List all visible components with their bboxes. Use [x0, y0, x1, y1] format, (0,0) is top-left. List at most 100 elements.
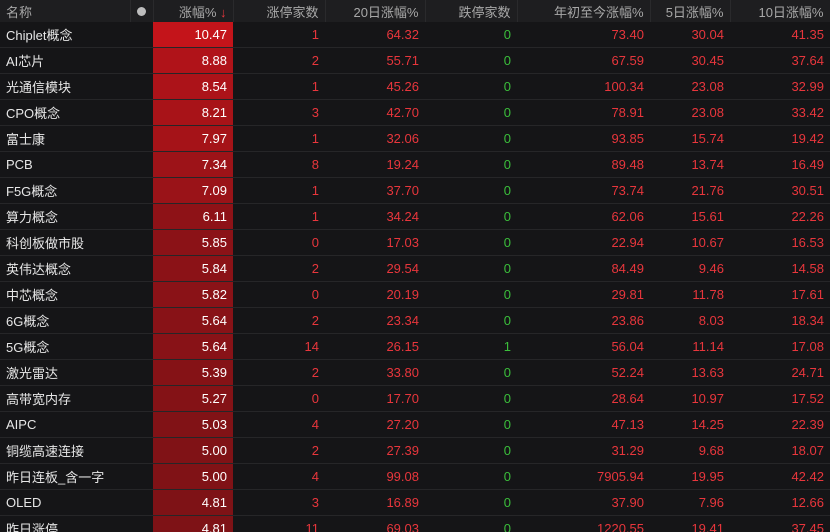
cell-ytd-change: 100.34	[517, 73, 650, 100]
cell-5d-change: 30.45	[650, 47, 730, 74]
cell-limit-up: 4	[233, 463, 325, 490]
table-row[interactable]: 铜缆高速连接 5.00 2 27.39 0 31.29 9.68 18.07	[0, 437, 830, 464]
cell-name: AI芯片	[0, 47, 130, 74]
header-limit-down[interactable]: 跌停家数	[425, 0, 518, 22]
table-row[interactable]: 昨日连板_含一字 5.00 4 99.08 0 7905.94 19.95 42.42	[0, 463, 830, 490]
cell-limit-up: 2	[233, 255, 325, 282]
cell-20d-change: 37.70	[325, 177, 425, 204]
cell-name: OLED	[0, 489, 130, 516]
cell-limit-up: 2	[233, 47, 325, 74]
cell-limit-down: 0	[425, 229, 517, 256]
cell-change: 5.64	[153, 307, 233, 334]
cell-limit-down: 0	[425, 22, 517, 48]
cell-limit-up: 3	[233, 489, 325, 516]
cell-ytd-change: 93.85	[517, 125, 650, 152]
table-row[interactable]: 算力概念 6.11 1 34.24 0 62.06 15.61 22.26	[0, 203, 830, 230]
cell-change: 6.11	[153, 203, 233, 230]
cell-5d-change: 13.63	[650, 359, 730, 386]
cell-change: 4.81	[153, 489, 233, 516]
table-row[interactable]: 科创板做市股 5.85 0 17.03 0 22.94 10.67 16.53	[0, 229, 830, 256]
table-row[interactable]: Chiplet概念 10.47 1 64.32 0 73.40 30.04 41.35	[0, 22, 830, 48]
table-row[interactable]: AIPC 5.03 4 27.20 0 47.13 14.25 22.39	[0, 411, 830, 438]
cell-change: 5.27	[153, 385, 233, 412]
header-change-label: 涨幅%	[178, 4, 217, 20]
cell-empty	[130, 385, 153, 412]
cell-name: 铜缆高速连接	[0, 437, 130, 464]
cell-5d-change: 13.74	[650, 151, 730, 178]
header-5d[interactable]: 5日涨幅%	[650, 0, 731, 22]
cell-5d-change: 10.67	[650, 229, 730, 256]
cell-ytd-change: 84.49	[517, 255, 650, 282]
cell-limit-up: 4	[233, 411, 325, 438]
cell-10d-change: 37.45	[730, 515, 830, 532]
cell-empty	[130, 47, 153, 74]
cell-5d-change: 30.04	[650, 22, 730, 48]
table-row[interactable]: F5G概念 7.09 1 37.70 0 73.74 21.76 30.51	[0, 177, 830, 204]
cell-5d-change: 23.08	[650, 99, 730, 126]
cell-limit-up: 8	[233, 151, 325, 178]
table-row[interactable]: 高带宽内存 5.27 0 17.70 0 28.64 10.97 17.52	[0, 385, 830, 412]
cell-name: AIPC	[0, 411, 130, 438]
cell-limit-down: 0	[425, 359, 517, 386]
cell-change: 7.97	[153, 125, 233, 152]
cell-empty	[130, 333, 153, 360]
header-ytd[interactable]: 年初至今涨幅%	[517, 0, 651, 22]
cell-20d-change: 34.24	[325, 203, 425, 230]
cell-20d-change: 29.54	[325, 255, 425, 282]
table-row[interactable]: 富士康 7.97 1 32.06 0 93.85 15.74 19.42	[0, 125, 830, 152]
table-row[interactable]: AI芯片 8.88 2 55.71 0 67.59 30.45 37.64	[0, 47, 830, 74]
cell-limit-up: 2	[233, 307, 325, 334]
cell-20d-change: 99.08	[325, 463, 425, 490]
header-20d[interactable]: 20日涨幅%	[325, 0, 426, 22]
cell-10d-change: 41.35	[730, 22, 830, 48]
table-row[interactable]: OLED 4.81 3 16.89 0 37.90 7.96 12.66	[0, 489, 830, 516]
header-10d[interactable]: 10日涨幅%	[730, 0, 830, 22]
cell-change: 5.85	[153, 229, 233, 256]
cell-limit-up: 2	[233, 359, 325, 386]
table-row[interactable]: 激光雷达 5.39 2 33.80 0 52.24 13.63 24.71	[0, 359, 830, 386]
cell-empty	[130, 229, 153, 256]
cell-name: 光通信模块	[0, 73, 130, 100]
table-row[interactable]: CPO概念 8.21 3 42.70 0 78.91 23.08 33.42	[0, 99, 830, 126]
cell-empty	[130, 489, 153, 516]
table-row[interactable]: 6G概念 5.64 2 23.34 0 23.86 8.03 18.34	[0, 307, 830, 334]
cell-10d-change: 42.42	[730, 463, 830, 490]
cell-10d-change: 18.07	[730, 437, 830, 464]
cell-ytd-change: 78.91	[517, 99, 650, 126]
header-change[interactable]: 涨幅% ↓	[153, 0, 234, 22]
header-limit-up[interactable]: 涨停家数	[233, 0, 326, 22]
cell-20d-change: 27.20	[325, 411, 425, 438]
cell-limit-down: 0	[425, 125, 517, 152]
cell-name: 5G概念	[0, 333, 130, 360]
cell-ytd-change: 22.94	[517, 229, 650, 256]
header-name[interactable]: 名称	[0, 0, 131, 22]
cell-limit-down: 0	[425, 281, 517, 308]
cell-5d-change: 10.97	[650, 385, 730, 412]
cell-20d-change: 55.71	[325, 47, 425, 74]
cell-limit-up: 0	[233, 385, 325, 412]
table-row[interactable]: 英伟达概念 5.84 2 29.54 0 84.49 9.46 14.58	[0, 255, 830, 282]
cell-10d-change: 17.61	[730, 281, 830, 308]
cell-empty	[130, 99, 153, 126]
cell-20d-change: 64.32	[325, 22, 425, 48]
table-row[interactable]: PCB 7.34 8 19.24 0 89.48 13.74 16.49	[0, 151, 830, 178]
cell-empty	[130, 515, 153, 532]
cell-limit-down: 0	[425, 151, 517, 178]
cell-empty	[130, 463, 153, 490]
table-row[interactable]: 光通信模块 8.54 1 45.26 0 100.34 23.08 32.99	[0, 73, 830, 100]
table-row[interactable]: 5G概念 5.64 14 26.15 1 56.04 11.14 17.08	[0, 333, 830, 360]
cell-10d-change: 17.52	[730, 385, 830, 412]
dot-icon	[137, 6, 146, 16]
cell-empty	[130, 437, 153, 464]
table-row[interactable]: 中芯概念 5.82 0 20.19 0 29.81 11.78 17.61	[0, 281, 830, 308]
cell-change: 4.81	[153, 515, 233, 532]
cell-empty	[130, 307, 153, 334]
cell-empty	[130, 203, 153, 230]
cell-5d-change: 7.96	[650, 489, 730, 516]
cell-limit-up: 0	[233, 229, 325, 256]
cell-name: 中芯概念	[0, 281, 130, 308]
cell-20d-change: 17.03	[325, 229, 425, 256]
cell-limit-up: 1	[233, 203, 325, 230]
table-row[interactable]: 昨日涨停 4.81 11 69.03 0 1220.55 19.41 37.45	[0, 515, 830, 532]
header-dot[interactable]	[130, 0, 154, 22]
